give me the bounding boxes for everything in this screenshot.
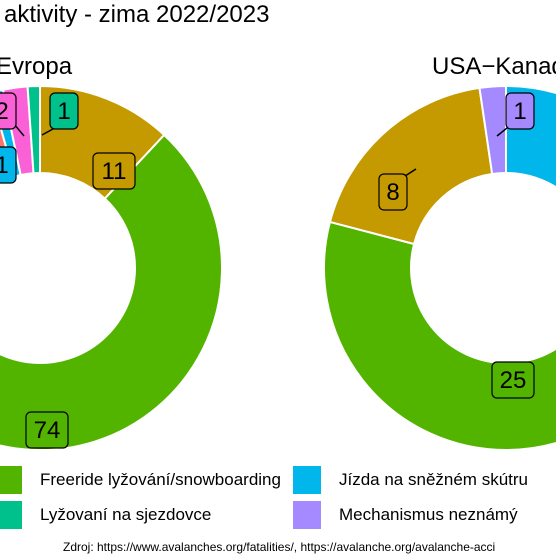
data-label-evropa-skialpinismus: 11: [102, 158, 127, 185]
data-label-usa-kanada-freeride-lyzovani-snowboarding: 25: [500, 367, 527, 394]
data-label-evropa-lyzovani-na-sjezdovce: 1: [57, 98, 70, 125]
data-label-box: [25, 411, 69, 449]
legend: Freeride lyžování/snowboarding Jízda na s…: [0, 466, 528, 529]
legend-label-mechanismus-neznamy: Mechanismus neznámý: [339, 505, 518, 524]
legend-swatch-freeride-lyzovani-snowboarding: [0, 466, 22, 494]
donut-evropa: [0, 84, 223, 451]
legend-swatch-jizda-na-sneznem-skutru: [293, 466, 321, 494]
slice-usa-kanada-skialpinismus: [328, 86, 494, 246]
legend-label-jizda-na-sneznem-skutru: Jízda na sněžném skútru: [339, 470, 528, 489]
labels-usa-kanada: 25 8 1: [378, 92, 535, 399]
slice-usa-kanada-freeride-lyzovani-snowboarding: [323, 220, 556, 451]
data-label-evropa-freeride-lyzovani-snowboarding: 74: [34, 417, 61, 444]
data-label-box: [378, 173, 408, 211]
data-label-usa-kanada-mechanismus-neznamy: 1: [513, 98, 526, 125]
legend-swatch-mechanismus-neznamy: [293, 501, 321, 529]
data-label-box: [0, 92, 17, 130]
data-label-box: [49, 92, 79, 130]
data-label-evropa-jizda-na-sneznem-skutru: 1: [0, 152, 9, 179]
labels-evropa: 11 74 1 2 1: [0, 92, 136, 449]
data-label-box: [0, 146, 17, 184]
chart-title: aktivity - zima 2022/2023: [4, 1, 269, 28]
data-label-evropa-turistika-horolezectvi: 2: [0, 98, 9, 125]
legend-label-lyzovani-na-sjezdovce: Lyžovaní na sjezdovce: [40, 505, 211, 524]
data-label-box: [92, 152, 136, 190]
legend-swatch-lyzovani-na-sjezdovce: [0, 501, 22, 529]
panel-title-usa-kanada: USA−Kanada: [432, 53, 556, 80]
slice-evropa-freeride-lyzovani-snowboarding: [0, 133, 223, 451]
slice-evropa-lyzovani-na-sjezdovce: [26, 84, 41, 175]
source-note: Zdroj: https://www.avalanches.org/fatali…: [63, 540, 495, 554]
panel-title-evropa: Evropa: [0, 53, 73, 80]
data-label-box: [491, 361, 535, 399]
data-label-usa-kanada-skialpinismus: 8: [386, 179, 399, 206]
slice-usa-kanada-mechanismus-neznamy: [478, 84, 507, 176]
legend-label-freeride-lyzovani-snowboarding: Freeride lyžování/snowboarding: [40, 470, 281, 489]
data-label-box: [505, 92, 535, 130]
